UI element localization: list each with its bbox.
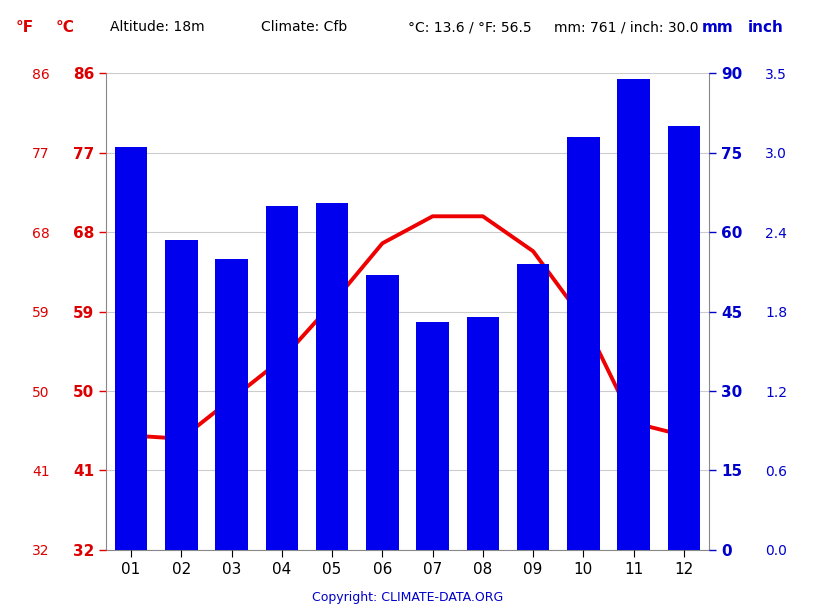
Bar [215, 258, 248, 550]
Bar [517, 264, 549, 550]
Text: inch: inch [748, 20, 784, 35]
Text: Copyright: CLIMATE-DATA.ORG: Copyright: CLIMATE-DATA.ORG [312, 591, 503, 604]
Bar [567, 137, 600, 550]
Bar [266, 206, 298, 550]
Bar [416, 322, 449, 550]
Bar [667, 126, 700, 550]
Text: Altitude: 18m: Altitude: 18m [110, 21, 205, 34]
Bar [466, 317, 500, 550]
Bar [115, 147, 148, 550]
Text: mm: 761 / inch: 30.0: mm: 761 / inch: 30.0 [554, 21, 698, 34]
Text: mm: mm [702, 20, 733, 35]
Bar [315, 203, 349, 550]
Text: °F: °F [15, 20, 33, 35]
Text: °C: °C [55, 20, 75, 35]
Bar [165, 240, 198, 550]
Text: #dd0000: #dd0000 [4, 26, 11, 27]
Bar [366, 274, 399, 550]
Text: °C: 13.6 / °F: 56.5: °C: 13.6 / °F: 56.5 [408, 21, 531, 34]
Text: Climate: Cfb: Climate: Cfb [261, 21, 347, 34]
Bar [617, 79, 650, 550]
